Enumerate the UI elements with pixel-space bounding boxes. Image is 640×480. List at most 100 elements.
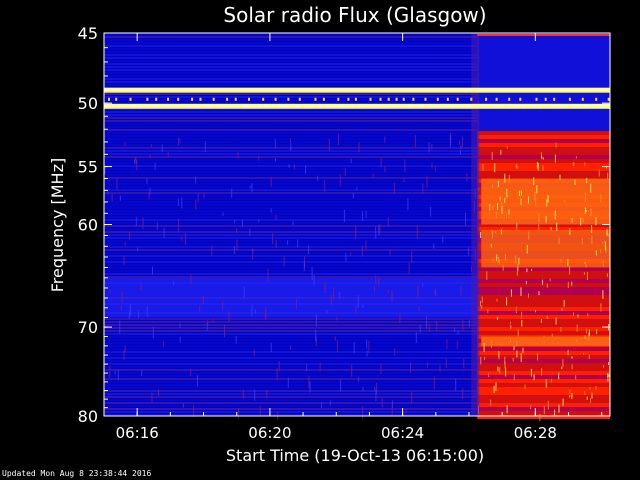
noise-streak	[275, 214, 277, 221]
band-fleck	[212, 97, 215, 101]
pre-burst-channel	[104, 270, 478, 272]
burst-band	[477, 71, 610, 75]
pre-burst-channel	[104, 111, 478, 113]
burst-fleck	[521, 320, 523, 327]
burst-band	[477, 275, 610, 279]
pre-burst-channel	[104, 189, 478, 191]
burst-band	[477, 307, 610, 311]
pre-burst-channel	[104, 327, 478, 329]
burst-fleck	[496, 254, 498, 262]
pre-burst-channel	[104, 126, 478, 128]
noise-streak	[265, 307, 267, 320]
noise-streak	[393, 182, 395, 194]
noise-streak	[109, 365, 111, 378]
burst-band	[477, 43, 610, 47]
noise-streak	[422, 183, 424, 194]
burst-fleck	[537, 352, 538, 361]
burst-fleck	[567, 281, 569, 289]
pre-burst-channel	[104, 273, 478, 275]
noise-streak	[211, 245, 213, 257]
noise-streak	[403, 178, 405, 182]
burst-band	[477, 55, 610, 59]
burst-fleck	[530, 368, 532, 377]
pre-burst-channel	[104, 192, 478, 194]
noise-streak	[405, 408, 407, 414]
noise-streak	[109, 289, 111, 293]
noise-streak	[304, 256, 305, 268]
burst-band	[477, 267, 610, 271]
noise-streak	[158, 389, 159, 397]
noise-streak	[124, 241, 126, 246]
burst-fleck	[538, 224, 540, 230]
burst-fleck	[549, 278, 551, 282]
noise-streak	[242, 219, 243, 227]
noise-streak	[461, 136, 463, 148]
noise-streak	[328, 139, 330, 151]
pre-burst-channel	[104, 162, 478, 164]
noise-streak	[326, 309, 328, 314]
burst-band	[477, 47, 610, 51]
noise-streak	[410, 362, 411, 373]
noise-streak	[121, 292, 123, 303]
pre-burst-channel	[104, 156, 478, 158]
burst-band	[477, 67, 610, 71]
pre-burst-channel	[104, 387, 478, 389]
band-fleck	[167, 97, 170, 101]
pre-burst-channel	[104, 207, 478, 209]
noise-streak	[252, 248, 254, 260]
noise-streak	[381, 398, 383, 407]
burst-band	[477, 95, 610, 99]
burst-band	[477, 295, 610, 299]
burst-band	[477, 375, 610, 379]
noise-streak	[351, 364, 353, 377]
pre-burst-channel	[104, 135, 478, 137]
burst-fleck	[586, 272, 588, 281]
band-fleck	[298, 97, 301, 101]
noise-streak	[411, 391, 413, 404]
burst-fleck	[508, 209, 510, 215]
burst-intense-region	[481, 230, 610, 268]
noise-streak	[202, 296, 204, 304]
noise-streak	[270, 208, 272, 213]
pre-burst-channel	[104, 351, 478, 353]
burst-fleck	[499, 196, 501, 201]
noise-streak	[362, 304, 364, 308]
noise-streak	[129, 311, 130, 319]
noise-streak	[466, 173, 468, 182]
burst-fleck	[606, 273, 608, 277]
noise-streak	[293, 164, 295, 170]
burst-band	[477, 379, 610, 383]
band-fleck	[544, 97, 547, 101]
pre-burst-channel	[104, 342, 478, 344]
burst-fleck	[491, 340, 492, 348]
burst-fleck	[556, 222, 558, 231]
band-fleck	[436, 97, 439, 101]
burst-fleck	[501, 228, 502, 235]
burst-fleck	[528, 196, 529, 204]
burst-fleck	[504, 361, 506, 369]
burst-fleck	[595, 250, 597, 256]
burst-fleck	[538, 291, 540, 296]
burst-fleck	[502, 264, 504, 271]
noise-streak	[415, 332, 417, 344]
noise-streak	[339, 292, 341, 300]
burst-band	[477, 303, 610, 307]
noise-streak	[243, 286, 245, 298]
noise-streak	[305, 165, 307, 175]
burst-fleck	[520, 198, 522, 205]
burst-fleck	[498, 351, 500, 360]
burst-fleck	[537, 163, 539, 171]
pre-burst-channel	[104, 54, 478, 56]
noise-streak	[207, 319, 209, 325]
noise-streak	[178, 137, 179, 146]
noise-streak	[290, 142, 292, 151]
burst-band	[477, 391, 610, 395]
burst-fleck	[520, 353, 522, 362]
burst-band	[477, 395, 610, 399]
burst-fleck	[533, 177, 535, 185]
burst-fleck	[562, 359, 564, 367]
noise-streak	[141, 370, 143, 376]
y-tick-label: 45	[78, 24, 98, 43]
noise-streak	[374, 386, 376, 391]
burst-fleck	[588, 354, 590, 360]
